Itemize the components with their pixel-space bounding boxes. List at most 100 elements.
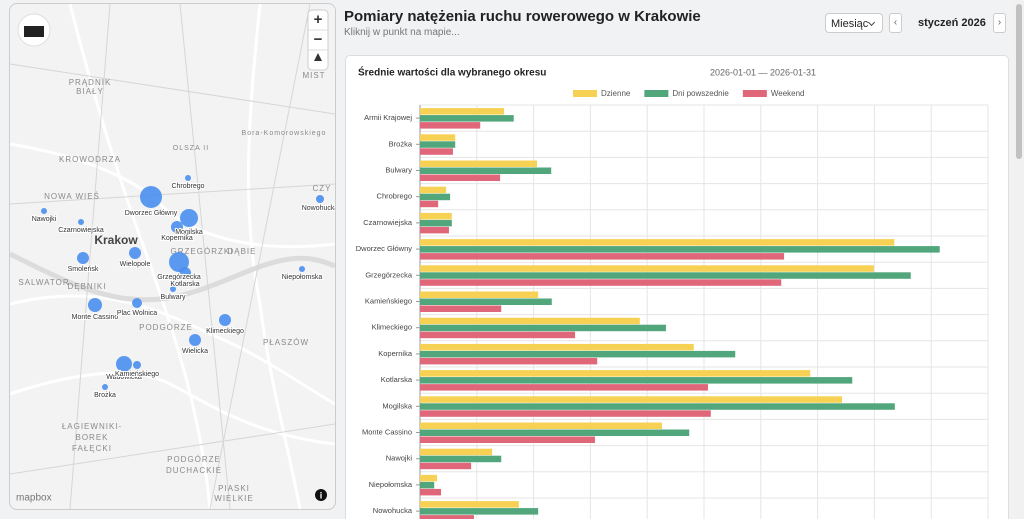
bar — [420, 200, 439, 208]
map-point[interactable] — [180, 209, 198, 227]
next-button[interactable]: › — [993, 13, 1006, 33]
point-label: Dworzec Główny — [125, 210, 178, 217]
district-label: PODGÓRZE — [167, 455, 221, 464]
map-point[interactable] — [169, 252, 189, 272]
bar — [420, 134, 456, 141]
map-point[interactable] — [78, 219, 84, 225]
road — [10, 4, 335, 509]
district-label: DĄBIE — [227, 247, 256, 256]
bar — [420, 455, 502, 463]
map-point[interactable] — [219, 314, 231, 326]
bar — [420, 253, 785, 260]
bar — [420, 357, 598, 365]
bar — [420, 186, 447, 194]
zoom-out[interactable]: − — [314, 31, 323, 48]
map-point[interactable] — [88, 298, 102, 312]
point-label: Czarnowiejska — [58, 227, 104, 234]
district-label: PRĄDNIK — [69, 78, 112, 87]
map-point[interactable] — [129, 247, 141, 259]
bar — [420, 115, 514, 122]
zoom-in[interactable]: + — [314, 11, 323, 28]
chart-card: Średnie wartości dla wybranego okresu 20… — [345, 55, 1009, 519]
period-select[interactable]: Miesiąc — [825, 13, 883, 33]
district-label: PŁASZÓW — [263, 338, 309, 347]
bar — [420, 462, 472, 470]
bar — [420, 108, 505, 115]
river — [10, 251, 335, 303]
map-point[interactable] — [179, 267, 191, 279]
y-tick-label: Klimeckiego — [372, 323, 412, 332]
scroll-thumb[interactable] — [1016, 4, 1022, 159]
bar — [420, 331, 576, 339]
district-label: DUCHACKIE — [166, 466, 222, 475]
map-point[interactable] — [171, 221, 183, 233]
bar — [420, 377, 853, 384]
prev-button[interactable]: ‹ — [889, 13, 902, 33]
bar — [420, 396, 843, 403]
district-label: GRZEGÓRZKI — [171, 247, 234, 256]
map-point[interactable] — [299, 266, 305, 272]
bar — [420, 324, 666, 332]
y-tick-label: Nawojki — [386, 454, 413, 463]
bar — [420, 148, 453, 155]
info-icon[interactable]: i — [320, 490, 323, 500]
bar — [420, 403, 895, 410]
scrollbar[interactable] — [1014, 0, 1024, 519]
district-label: PIASKI — [218, 484, 250, 493]
info-button[interactable] — [315, 489, 327, 501]
map-point[interactable] — [170, 286, 176, 292]
map-point[interactable] — [185, 175, 191, 181]
district-label: FAŁĘCKI — [72, 444, 112, 453]
point-label: Wielopole — [120, 261, 151, 268]
y-tick-label: Kotlarska — [381, 375, 413, 384]
road — [68, 4, 212, 509]
map-point[interactable] — [41, 208, 47, 214]
point-label: Wielicka — [182, 348, 208, 355]
y-tick-label: Kopernika — [378, 349, 413, 358]
map-point[interactable] — [133, 361, 141, 369]
district-label: KROWODRZA — [59, 155, 121, 164]
bar — [420, 160, 538, 167]
compass[interactable] — [314, 53, 322, 61]
zoom-control — [307, 9, 329, 71]
bar — [420, 481, 435, 489]
bar — [420, 422, 662, 429]
map-point[interactable] — [116, 356, 132, 372]
map-point[interactable] — [189, 334, 201, 346]
map-point[interactable] — [77, 252, 89, 264]
point-label: Grzegórzecka — [157, 274, 201, 281]
bar — [420, 317, 640, 325]
y-tick-label: Kamieńskiego — [365, 296, 412, 305]
map[interactable]: PRĄDNIK BIAŁY KROWODRZA NOWA WIEŚ Krakow SALW… — [9, 3, 336, 510]
bar — [420, 298, 552, 305]
map-point[interactable] — [102, 384, 108, 390]
point-label: Mogilska — [175, 229, 203, 236]
bar — [420, 279, 782, 286]
bar — [420, 305, 502, 312]
bar — [420, 122, 481, 129]
y-tick-label: Armii Krajowej — [364, 113, 412, 122]
bar — [420, 291, 539, 298]
map-point[interactable] — [140, 186, 162, 208]
page-subtitle: Kliknij w punkt na mapie... — [344, 27, 460, 38]
bar — [420, 436, 595, 443]
road — [10, 142, 335, 249]
bar — [420, 193, 451, 201]
map-point[interactable] — [132, 298, 142, 308]
legend-label: Dni powszednie — [672, 89, 729, 98]
roads — [10, 4, 335, 509]
legend-swatch — [573, 90, 597, 97]
legend-swatch — [742, 90, 767, 97]
bar — [420, 448, 493, 456]
point-label: Brożka — [94, 392, 116, 399]
district-label: MIST — [302, 71, 325, 80]
map-point[interactable] — [316, 195, 324, 203]
district-label: WIELKIE — [214, 494, 253, 503]
point-label: Kamieńskiego — [115, 371, 159, 378]
y-tick-label: Mogilska — [382, 401, 412, 410]
point-label: Kotlarska — [170, 281, 199, 288]
point-label: Monte Cassino — [72, 314, 119, 321]
